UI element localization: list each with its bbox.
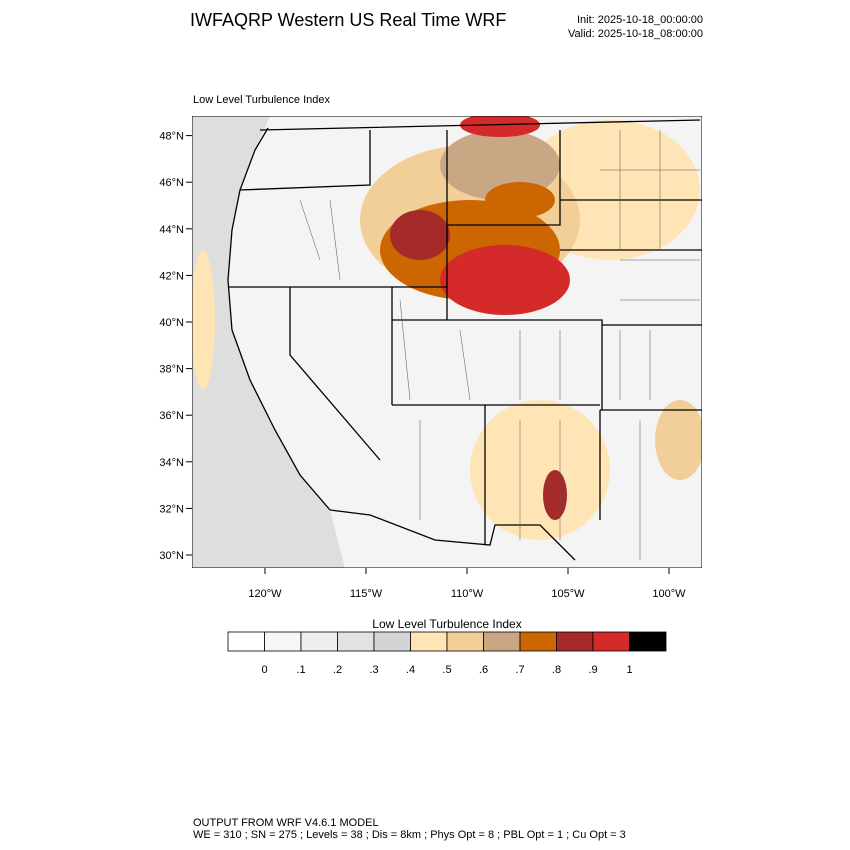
lat-label: 40°N <box>159 317 184 329</box>
color-box <box>300 631 338 652</box>
color-box <box>373 631 411 652</box>
map <box>192 116 702 568</box>
color-box <box>556 631 594 652</box>
color-box <box>519 631 557 652</box>
valid-time: Valid: 2025-10-18_08:00:00 <box>568 28 703 40</box>
colorbar: 0 .1 .2 .3 .4 .5 .6 .7 .8 .9 1 <box>227 631 667 676</box>
colorbar-label: .3 <box>369 664 378 676</box>
lon-label: 120°W <box>248 588 282 600</box>
color-box <box>483 631 521 652</box>
lat-label: 30°N <box>159 550 184 562</box>
color-box <box>629 631 667 652</box>
lat-label: 38°N <box>159 364 184 376</box>
lon-label: 100°W <box>652 588 686 600</box>
colorbar-label: 0 <box>261 664 267 676</box>
lon-label: 110°W <box>451 588 484 600</box>
lon-label: 115°W <box>350 588 383 600</box>
color-box <box>410 631 448 652</box>
colorbar-title: Low Level Turbulence Index <box>372 617 521 631</box>
lat-label: 42°N <box>159 270 184 282</box>
lat-label: 34°N <box>159 457 184 469</box>
color-box <box>446 631 484 652</box>
colorbar-label: .6 <box>479 664 488 676</box>
lat-label: 48°N <box>159 131 184 143</box>
color-box <box>227 631 265 652</box>
footer-line: OUTPUT FROM WRF V4.6.1 MODEL <box>193 817 379 829</box>
footer-line: WE = 310 ; SN = 275 ; Levels = 38 ; Dis … <box>193 829 626 841</box>
map-subtitle: Low Level Turbulence Index <box>193 94 330 106</box>
colorbar-label: .2 <box>333 664 342 676</box>
color-box <box>337 631 375 652</box>
title: IWFAQRP Western US Real Time WRF <box>190 10 506 30</box>
colorbar-label: .5 <box>442 664 451 676</box>
lat-label: 44°N <box>159 224 184 236</box>
lat-label: 32°N <box>159 503 184 515</box>
colorbar-label: .7 <box>515 664 524 676</box>
color-box <box>592 631 630 652</box>
lon-label: 105°W <box>551 588 585 600</box>
colorbar-label: .9 <box>588 664 597 676</box>
lon-axis: 120°W 115°W 110°W 105°W 100°W <box>248 568 686 600</box>
init-time: Init: 2025-10-18_00:00:00 <box>577 14 703 26</box>
colorbar-label: 1 <box>626 664 632 676</box>
lat-label: 46°N <box>159 177 184 189</box>
colorbar-label: .4 <box>406 664 415 676</box>
colorbar-label: .1 <box>296 664 305 676</box>
colorbar-label: .8 <box>552 664 561 676</box>
lat-label: 36°N <box>159 410 184 422</box>
lat-axis: 30°N 32°N 34°N 36°N 38°N 40°N 42°N 44°N 46°N 48°N <box>159 131 192 562</box>
color-box <box>264 631 302 652</box>
